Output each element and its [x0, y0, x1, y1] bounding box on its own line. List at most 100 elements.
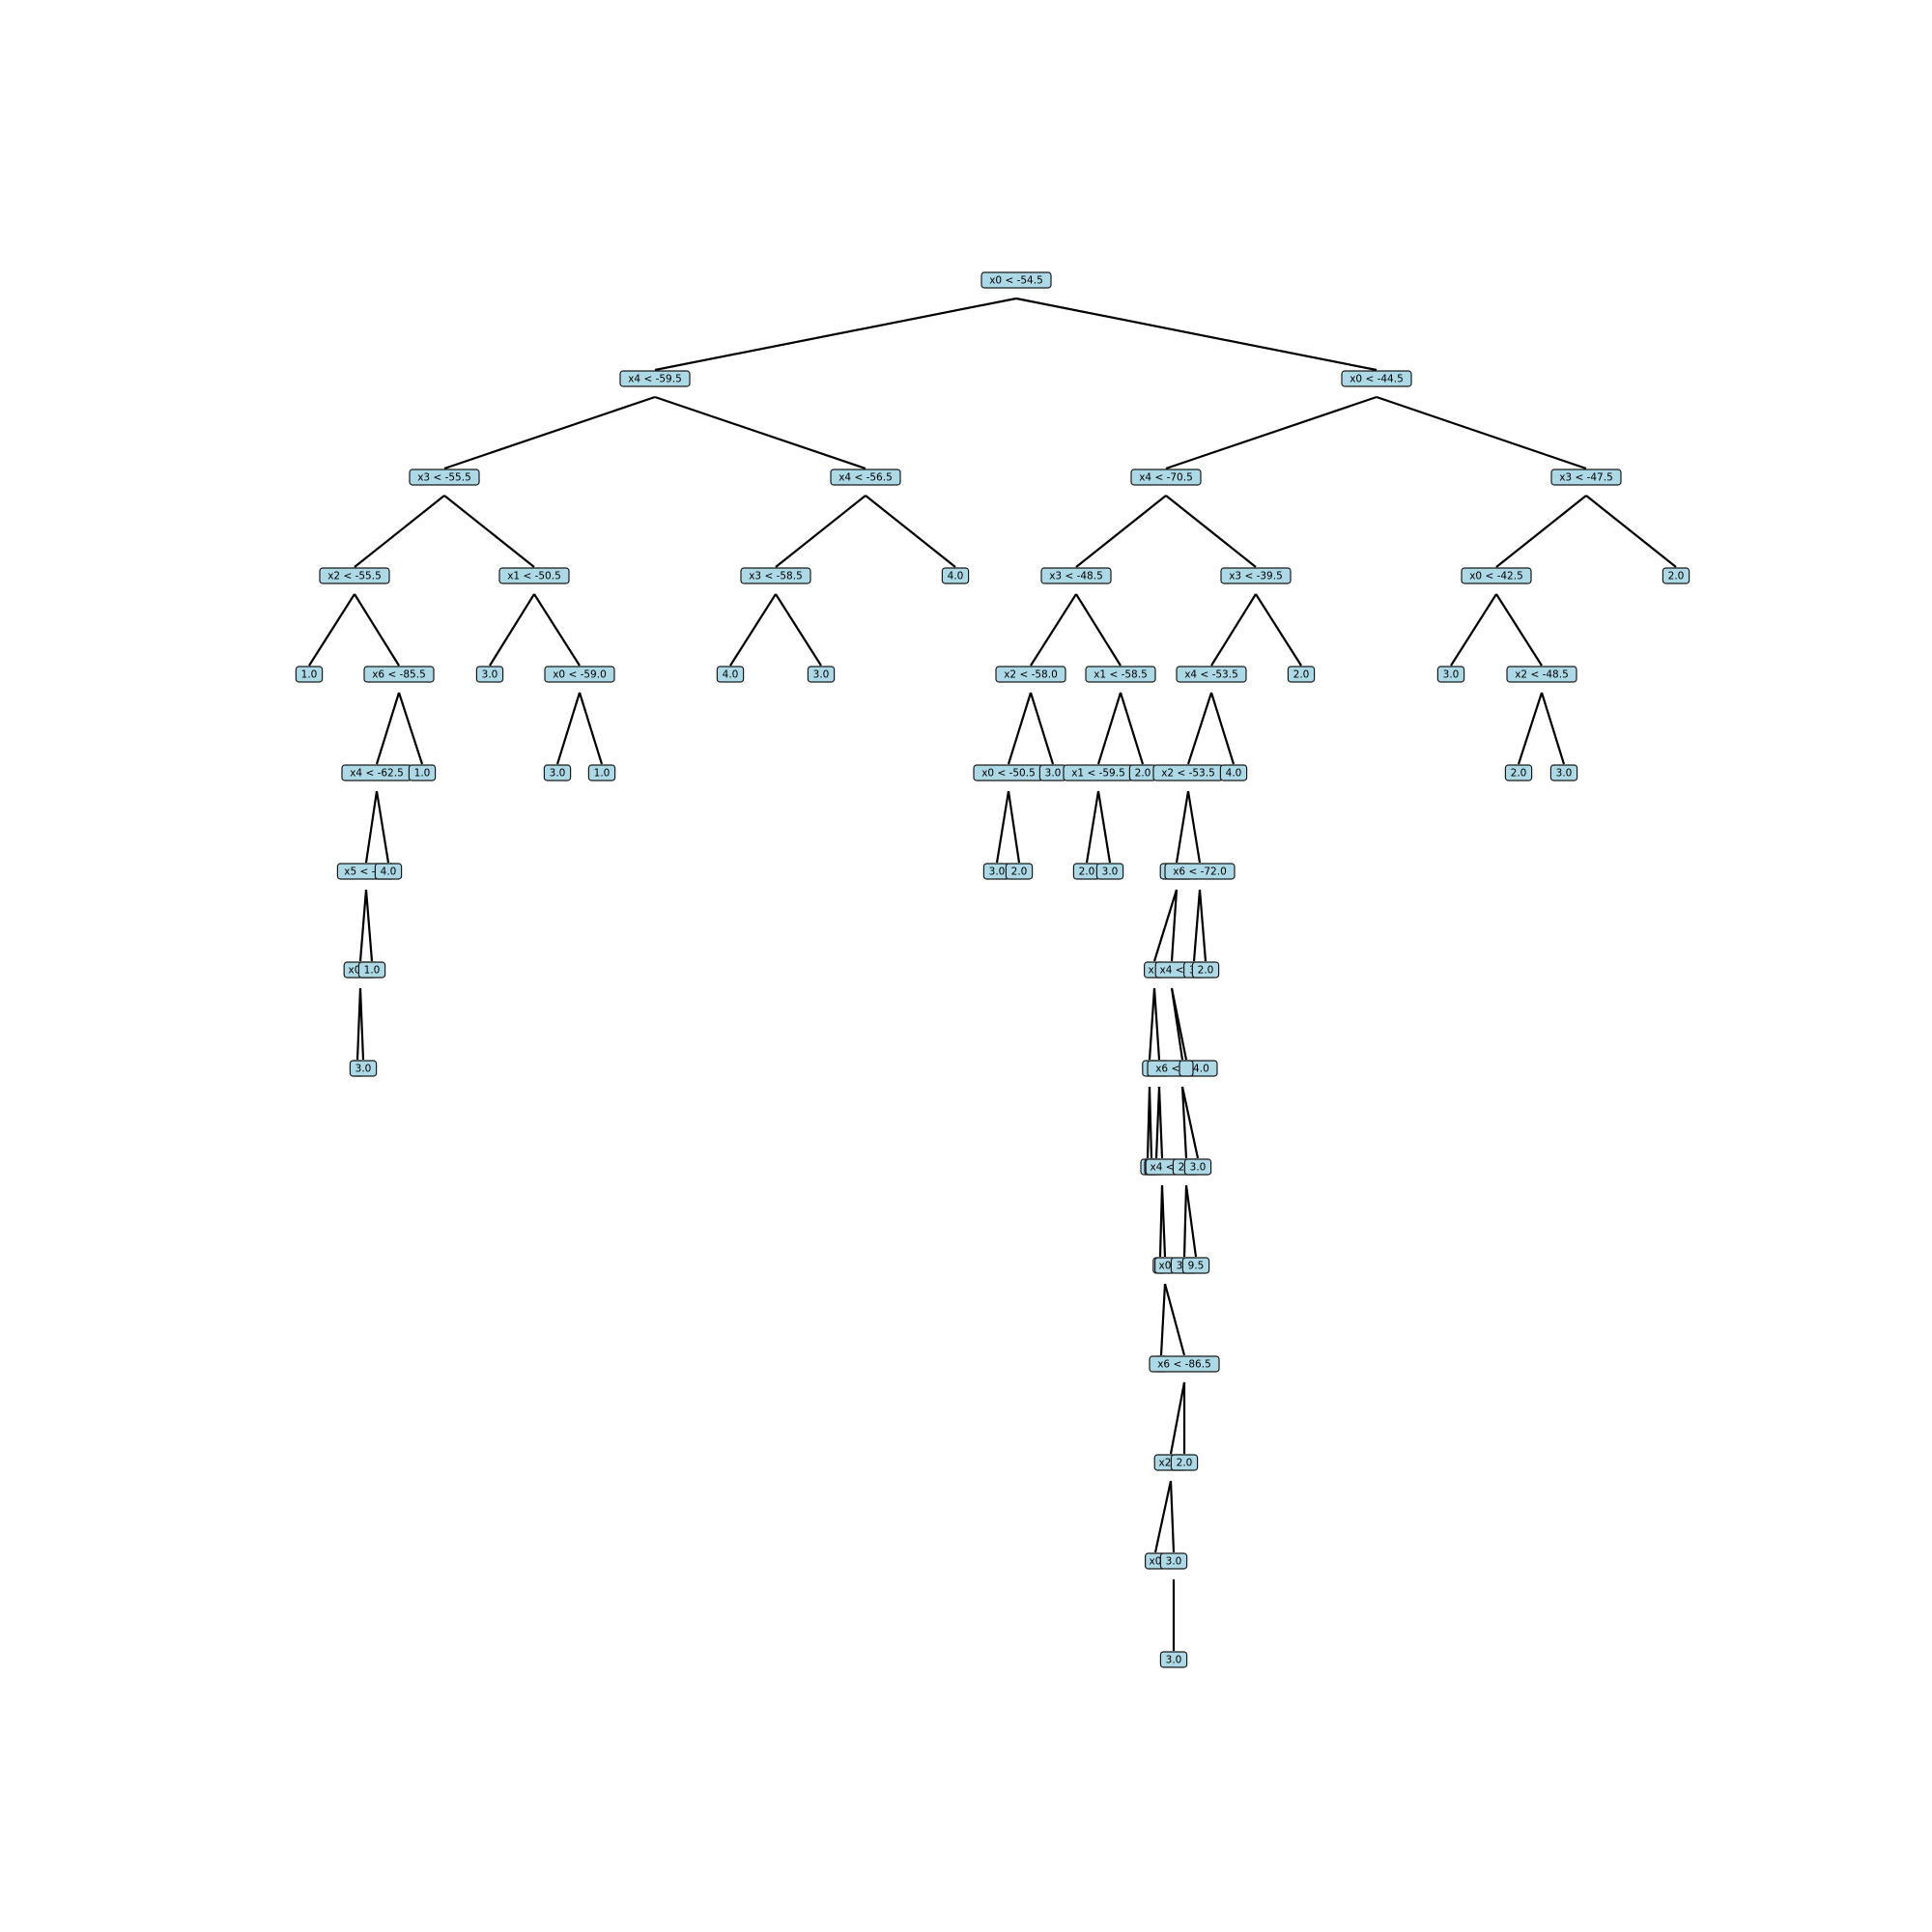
node-label: x3 < -39.5	[1229, 571, 1283, 582]
tree-edge	[308, 593, 355, 667]
tree-leaf-node: 3.0	[1549, 764, 1578, 781]
node-box	[1504, 764, 1533, 781]
node-label: 9.5	[1188, 1261, 1205, 1272]
tree-edge	[1170, 987, 1188, 1061]
node-box	[544, 666, 615, 683]
tree-edge	[1075, 593, 1122, 667]
node-label: x4 < -70.5	[1139, 472, 1193, 484]
node-label: x0 < -54.5	[989, 275, 1043, 287]
node-box	[1341, 370, 1412, 387]
node-label: 4.0	[381, 867, 397, 878]
node-label: 3.0	[1045, 768, 1062, 780]
node-box	[409, 469, 480, 486]
tree-leaf-node: 2.0	[1662, 567, 1690, 584]
tree-split-node: x4 < -53.5	[1176, 666, 1247, 683]
tree-edge	[375, 692, 401, 765]
node-box	[475, 666, 504, 683]
tree-edge	[1376, 395, 1587, 470]
tree-split-node: x2 < -58.0	[995, 666, 1066, 683]
tree-edge	[1169, 1381, 1186, 1455]
tree-split-node: x1 < -59.5	[1063, 764, 1134, 781]
node-label: x1 < -50.5	[507, 571, 561, 582]
node-box	[1461, 567, 1532, 584]
node-label: 3.0	[1190, 1162, 1207, 1174]
tree-edge	[443, 495, 535, 568]
node-label: 2.0	[1079, 867, 1095, 878]
tree-edge	[1169, 1480, 1176, 1553]
node-label: x3 < -48.5	[1049, 571, 1103, 582]
tree-edge	[1015, 297, 1378, 372]
tree-edge	[1075, 495, 1167, 568]
node-label: x3 < -47.5	[1559, 472, 1613, 484]
tree-edge	[555, 692, 582, 765]
tree-split-node: x4 < -62.5	[341, 764, 412, 781]
node-box	[1005, 863, 1034, 880]
node-box	[1549, 764, 1578, 781]
node-box	[807, 666, 836, 683]
tree-edge	[1152, 889, 1179, 962]
node-box	[1550, 469, 1622, 486]
node-label: x2 < -53.5	[1161, 768, 1215, 780]
node-label: 2.0	[1668, 571, 1685, 582]
tree-edge	[865, 495, 956, 568]
tree-leaf-node: 9.5	[1181, 1257, 1210, 1274]
tree-edge	[375, 790, 390, 864]
tree-edge	[1540, 692, 1566, 765]
tree-leaf-node: 2.0	[1170, 1454, 1199, 1471]
tree-edge	[354, 495, 445, 568]
tree-nodes: x0 < -54.5 x4 < -59.5 x0 < -44.5 x3 < -55.5…	[295, 271, 1690, 1668]
tree-edge	[1157, 1086, 1164, 1159]
node-box	[1179, 1060, 1194, 1077]
tree-edge	[1186, 692, 1213, 765]
node-label: x2 < -48.5	[1515, 669, 1569, 681]
tree-split-node: x4 < -56.5	[830, 469, 901, 486]
node-label: x1 < -58.5	[1094, 669, 1148, 681]
node-label: 2.0	[1198, 965, 1214, 977]
node-box	[1130, 469, 1202, 486]
node-box	[1159, 1651, 1188, 1668]
tree-edge	[1209, 692, 1236, 765]
tree-edge	[1170, 889, 1179, 962]
tree-split-node: x4 < -59.5	[619, 370, 691, 387]
node-label: 1.0	[414, 768, 431, 780]
tree-edge	[1148, 1086, 1153, 1159]
node-label: x1 < -59.5	[1071, 768, 1125, 780]
tree-edge	[1165, 495, 1257, 568]
node-box	[1164, 863, 1236, 880]
tree-split-node: 3.0	[1159, 1552, 1188, 1570]
node-label: x4 < -59.5	[628, 374, 682, 385]
tree-edge	[1495, 593, 1543, 667]
tree-edge	[654, 395, 867, 470]
tree-leaf-node: 4.0	[941, 567, 970, 584]
tree-split-node: x1 < -58.5	[1085, 666, 1156, 683]
node-label: 4.0	[1226, 768, 1242, 780]
node-box	[1181, 1257, 1210, 1274]
node-box	[740, 567, 811, 584]
tree-edge	[533, 593, 581, 667]
node-box	[830, 469, 901, 486]
node-label: 2.0	[1011, 867, 1028, 878]
tree-edge	[1153, 1480, 1173, 1553]
tree-edge	[1182, 1184, 1188, 1258]
tree-edge	[1180, 1086, 1200, 1159]
node-label: x0 < -42.5	[1469, 571, 1523, 582]
tree-edge	[1198, 889, 1208, 962]
tree-edge	[364, 889, 374, 962]
node-label: x4 <	[1150, 1162, 1174, 1174]
node-box	[498, 567, 570, 584]
tree-split-node: x0 < -50.5	[973, 764, 1044, 781]
node-label: x4 < -56.5	[838, 472, 893, 484]
tree-edge	[489, 593, 535, 667]
tree-split-node: x0 < -54.5	[980, 271, 1052, 289]
node-label: 3.0	[989, 867, 1006, 878]
node-box	[1662, 567, 1690, 584]
node-box	[1095, 863, 1124, 880]
tree-split-node: x3 < -58.5	[740, 567, 811, 584]
tree-split-node: x2 < -55.5	[319, 567, 390, 584]
node-label: x0 < -59.0	[553, 669, 607, 681]
tree-leaf-node: 2.0	[1287, 666, 1316, 683]
node-box	[587, 764, 616, 781]
node-label: 2.0	[1177, 1458, 1193, 1469]
node-label: 3.0	[550, 768, 566, 780]
